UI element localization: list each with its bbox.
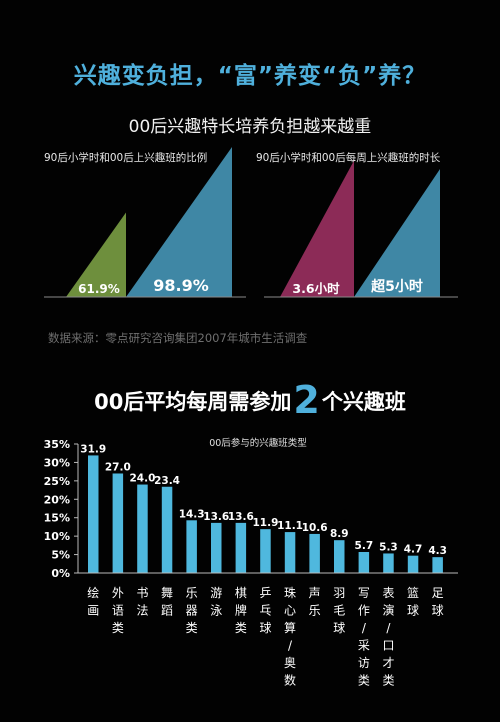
x-category-label: 棋牌类 [235,586,247,635]
left-00s-value: 98.9% [153,276,209,295]
right-90s-value: 3.6小时 [292,281,340,296]
x-category-label: 声乐 [309,586,321,618]
x-category-label: 写作/采访类 [358,586,370,688]
bar [260,529,271,573]
right-00s-triangle [354,169,440,297]
weekly-suffix: 个兴趣班 [321,390,406,414]
x-category-label: 绘画 [87,585,99,618]
y-tick-label: 20% [44,493,70,506]
bar-value-label: 10.6 [302,522,328,534]
weekly-number: 2 [293,378,320,422]
right-chart-title: 90后小学时和00后每周上兴趣班的时长 [256,151,441,164]
bar-chart-title: 00后参与的兴趣班类型 [209,437,307,449]
bar-value-label: 5.3 [379,541,398,553]
bar [284,532,296,573]
bar [334,540,345,573]
bar-value-label: 5.7 [355,540,374,552]
y-axis: 0% 5% 10% 15% 20% 25% 30% 35% [44,438,78,580]
x-category-label: 篮球 [407,585,419,618]
bar-value-label: 31.9 [80,443,106,455]
bar-value-label: 14.3 [179,508,205,520]
x-category-label: 舞蹈 [161,586,173,618]
headline: 兴趣变负担，“富”养变“负”养？ [73,63,427,89]
x-category-label: 足球 [432,586,444,618]
bar-value-label: 13.6 [203,511,229,523]
right-90s-triangle [280,160,354,297]
bar [235,522,247,573]
x-category-label: 乐器类 [186,586,198,635]
bar [112,473,124,573]
y-tick-label: 5% [51,549,70,562]
subtitle: 00后兴趣特长培养负担越来越重 [128,117,372,137]
bar-value-label: 23.4 [154,475,180,487]
y-tick-label: 25% [44,475,70,488]
bar [186,520,197,573]
x-category-label: 乒乓球 [259,586,271,635]
bar-value-label: 11.1 [277,520,303,532]
triangle-charts: 90后小学时和00后上兴趣班的比例 90后小学时和00后每周上兴趣班的时长 61… [44,147,458,298]
left-90s-value: 61.9% [78,282,120,296]
bar-value-label: 4.3 [428,545,447,557]
bar [88,455,99,573]
bar [137,484,148,573]
y-tick-label: 10% [44,530,70,543]
y-tick-label: 0% [51,567,70,580]
weekly-classes-line: 00后平均每周需参加2个兴趣班 [0,378,500,422]
x-category-label: 书法 [136,586,148,618]
left-chart-title: 90后小学时和00后上兴趣班的比例 [44,151,207,164]
x-category-label: 珠心算/奥数 [284,586,296,688]
x-category-label: 外语类 [112,586,124,635]
weekly-prefix: 00后平均每周需参加 [94,390,292,414]
bar-value-label: 4.7 [404,544,423,556]
right-00s-value: 超5小时 [370,278,423,295]
bars: 31.927.024.023.414.313.613.611.911.110.6… [80,443,447,573]
bar-value-label: 27.0 [105,461,131,473]
bar-value-label: 11.9 [252,517,278,529]
bar [358,551,370,573]
data-source: 数据来源：零点研究咨询集团2007年城市生活调查 [48,331,308,345]
x-category-label: 羽毛球 [333,586,345,635]
bar-value-label: 13.6 [228,511,254,523]
bar [211,522,222,573]
x-category-label: 表演/口才类 [382,586,394,688]
left-00s-triangle [126,147,232,297]
bar [383,553,394,573]
y-tick-label: 35% [44,438,70,451]
bar-value-label: 8.9 [330,528,349,540]
bar-value-label: 24.0 [129,473,155,485]
x-category-label: 游泳 [210,586,222,618]
y-tick-label: 30% [44,456,70,469]
left-90s-triangle [66,212,126,297]
bar [407,555,419,573]
interest-class-bar-chart: 00后参与的兴趣班类型 0% 5% 10% 15% 20% 25% 30% 35% 31.9 2… [44,437,458,688]
bar [161,486,173,573]
bar [432,557,443,573]
y-tick-label: 15% [44,512,70,525]
bar [309,533,320,573]
